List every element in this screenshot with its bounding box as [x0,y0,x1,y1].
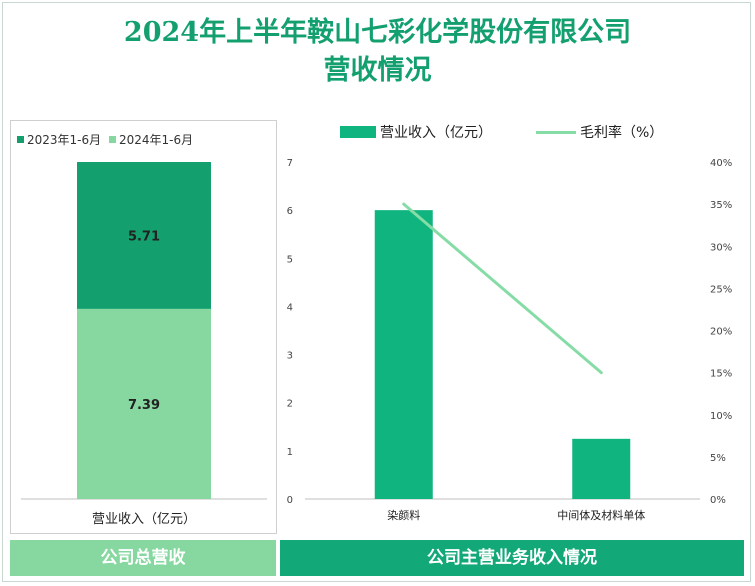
legend-item-2024: 2024年1-6月 [108,131,194,148]
legend-swatch-revenue [340,126,376,138]
legend-label-2024: 2024年1-6月 [118,133,194,147]
total-revenue-panel: 2023年1-6月 2024年1-6月 7.39 5.71 营业收入（亿元） [10,120,277,534]
footer-left-banner: 公司总营收 [10,540,276,576]
left-legend: 2023年1-6月 2024年1-6月 [17,131,197,148]
legend-label-2023: 2023年1-6月 [27,133,102,147]
legend-swatch-2024 [108,136,116,143]
legend-item-2023: 2023年1-6月 [17,131,101,148]
stacked-bar-segment-2023 [77,162,211,309]
footer-right-banner: 公司主营业务收入情况 [280,540,744,576]
left-category-label: 营业收入（亿元） [92,512,196,527]
data-label-2024: 7.39 [128,398,160,413]
data-label-2023: 5.71 [128,229,160,244]
legend-swatch-margin [536,130,576,134]
title-line-2: 营收情况 [323,55,432,86]
legend-label-revenue: 营业收入（亿元） [380,125,492,141]
right-legend: 营业收入（亿元） 毛利率（%） [340,122,663,142]
left-stacked-bar-chart: 7.39 5.71 营业收入（亿元） [21,162,267,527]
legend-swatch-2023 [17,136,24,143]
chart-title: 2024年上半年鞍山七彩化学股份有限公司 营收情况 [0,14,755,90]
stacked-bar-segment-2024 [77,308,211,499]
legend-label-margin: 毛利率（%） [580,125,664,141]
title-line-1: 2024年上半年鞍山七彩化学股份有限公司 [123,17,632,48]
